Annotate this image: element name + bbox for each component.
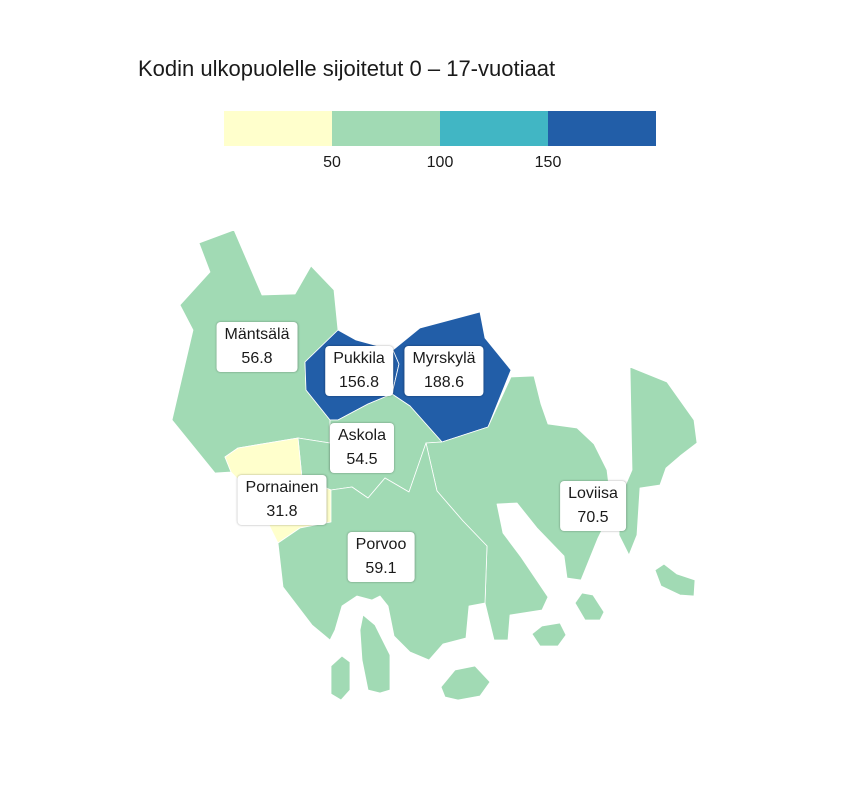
region-label-mantsala: Mäntsälä 56.8 <box>216 322 298 372</box>
region-name: Pukkila <box>333 350 385 367</box>
region-label-pornainen: Pornainen 31.8 <box>237 475 327 525</box>
legend-bin-3 <box>440 111 548 146</box>
region-name: Mäntsälä <box>224 326 290 343</box>
island-loviisa-3 <box>654 563 696 597</box>
region-value: 31.8 <box>266 503 298 520</box>
region-name: Loviisa <box>568 485 618 502</box>
region-value: 56.8 <box>241 350 273 367</box>
region-label-porvoo: Porvoo 59.1 <box>347 532 415 582</box>
region-value: 59.1 <box>365 560 397 577</box>
island-porvoo-1 <box>330 655 351 701</box>
legend-bin-1 <box>224 111 332 146</box>
region-loviisa-east[interactable] <box>618 366 698 556</box>
region-name: Myrskylä <box>412 350 476 367</box>
color-legend <box>224 111 656 146</box>
legend-tick-50: 50 <box>323 154 341 171</box>
region-label-myrskyla: Myrskylä 188.6 <box>404 346 484 396</box>
island-loviisa-2 <box>574 592 605 621</box>
island-porvoo-3 <box>440 665 491 701</box>
region-label-askola: Askola 54.5 <box>329 423 395 473</box>
map-title: Kodin ulkopuolelle sijoitetut 0 – 17-vuo… <box>138 56 556 81</box>
region-label-pukkila: Pukkila 156.8 <box>325 346 393 396</box>
legend-tick-100: 100 <box>426 154 454 171</box>
region-name: Pornainen <box>245 479 319 496</box>
region-label-loviisa: Loviisa 70.5 <box>560 481 626 531</box>
region-name: Askola <box>337 427 387 444</box>
region-value: 156.8 <box>338 374 380 391</box>
region-value: 70.5 <box>577 509 609 526</box>
region-value: 188.6 <box>423 374 465 391</box>
legend-bin-2 <box>332 111 440 146</box>
legend-tick-150: 150 <box>534 154 562 171</box>
region-name: Porvoo <box>355 536 407 553</box>
island-loviisa-1 <box>531 622 567 647</box>
region-value: 54.5 <box>346 451 378 468</box>
island-porvoo-2 <box>359 614 391 694</box>
legend-bin-4 <box>548 111 656 146</box>
